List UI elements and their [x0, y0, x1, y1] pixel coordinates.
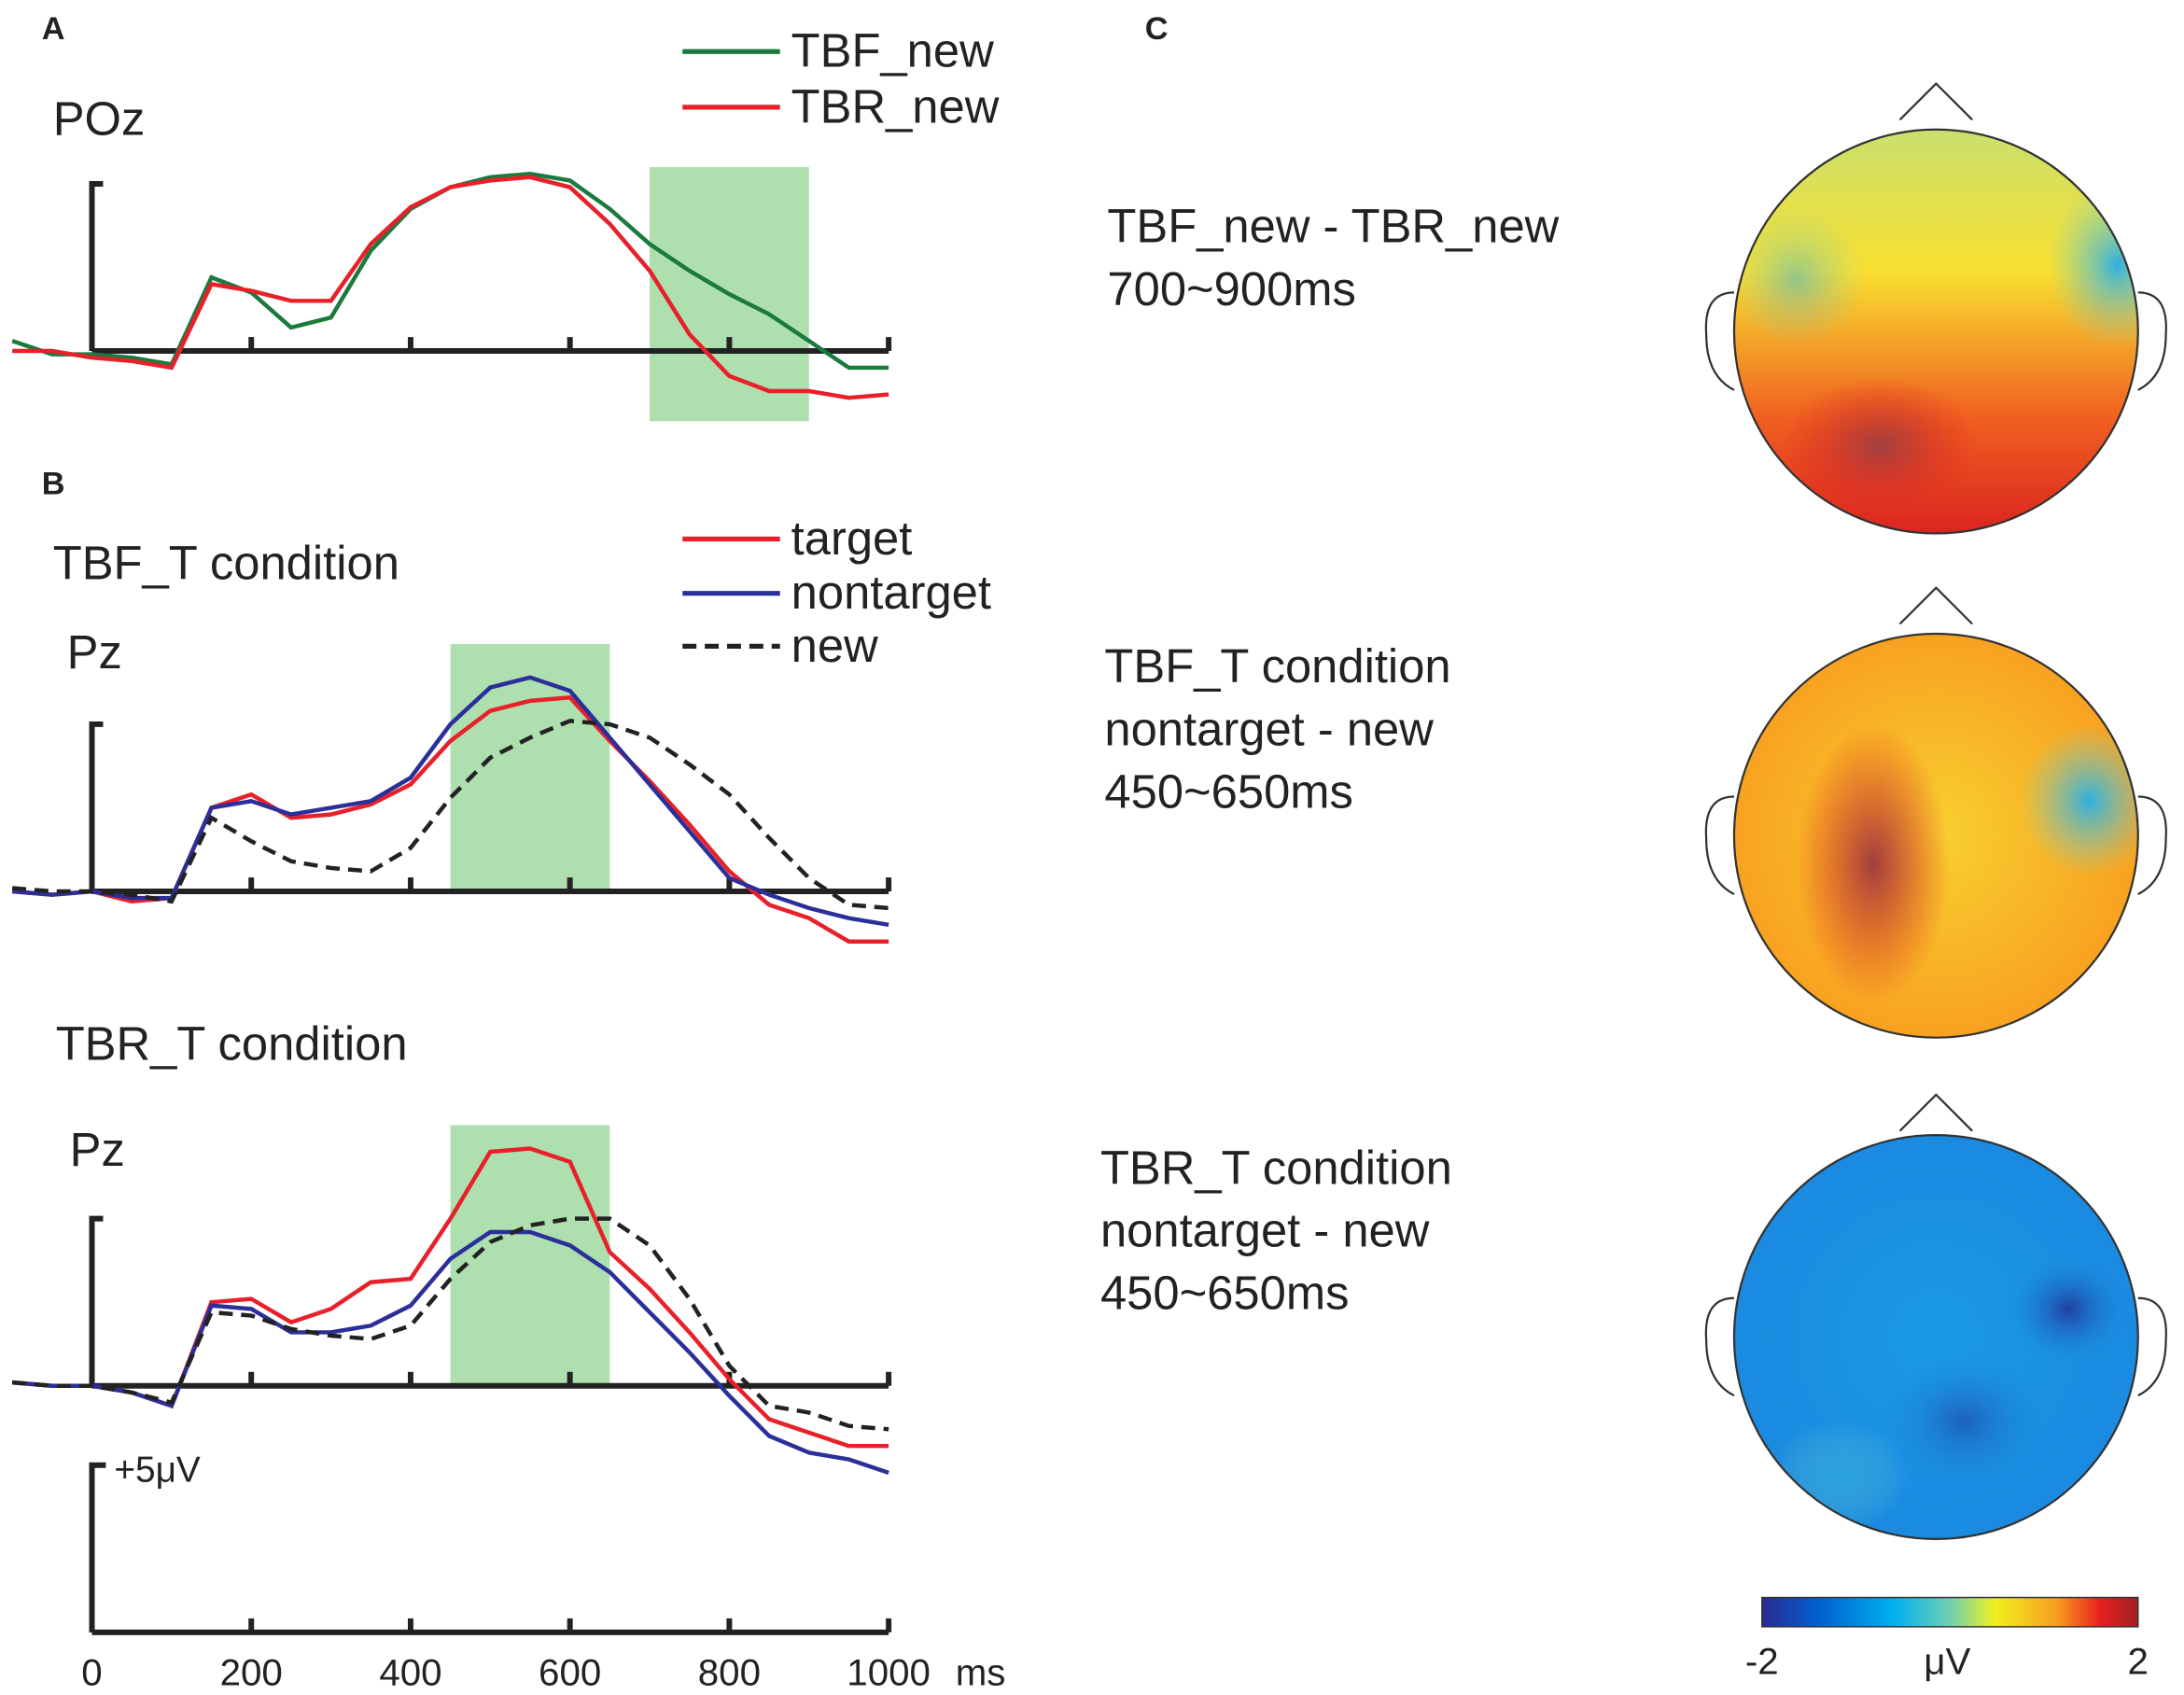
x-tick-label: 200 — [220, 1652, 283, 1694]
colorbar-tick-label: 2 — [2128, 1641, 2149, 1683]
topomap-caption: 450~650ms — [1104, 764, 1352, 818]
head-2 — [1704, 586, 2167, 1039]
highlight — [450, 643, 610, 892]
chart-title: POz — [53, 92, 146, 146]
topomap-caption: TBF_new - TBR_new — [1107, 200, 1559, 253]
colorbar-label: μV — [1924, 1641, 1970, 1683]
colorbar-tick-label: -2 — [1745, 1641, 1779, 1683]
chart-subtitle: TBF_T condition — [53, 537, 399, 590]
scale-bar — [89, 1462, 106, 1632]
scale-bar-label: +5μV — [114, 1450, 201, 1491]
x-axis-label: ms — [956, 1652, 1006, 1694]
series-line — [11, 1216, 889, 1432]
colorbar — [1761, 1596, 2139, 1628]
x-tick-label: 0 — [81, 1652, 102, 1694]
topomap-caption: TBR_T condition — [1100, 1141, 1452, 1194]
legend-label: TBR_new — [791, 79, 1000, 133]
legend-label: target — [791, 511, 913, 565]
legend-label: new — [791, 619, 878, 672]
panel-label: C — [1145, 11, 1169, 47]
legend-label: TBF_new — [791, 24, 994, 77]
topomap-caption: 450~650ms — [1100, 1267, 1349, 1320]
series-line — [11, 1229, 889, 1475]
head-1 — [1704, 81, 2167, 535]
chart-subtitle: TBR_T condition — [56, 1017, 408, 1071]
panel-label: A — [42, 11, 65, 47]
y-scale-bar — [89, 180, 104, 352]
series-line — [11, 719, 889, 911]
chart-title: Pz — [67, 625, 122, 679]
topomap-caption: 700~900ms — [1107, 262, 1355, 315]
topomap-caption: TBF_T condition — [1104, 639, 1450, 693]
head-3 — [1704, 1093, 2167, 1540]
topomap-caption: nontarget - new — [1104, 702, 1434, 755]
series-line — [12, 175, 889, 400]
topomap-caption: nontarget - new — [1100, 1204, 1430, 1257]
x-tick-label: 1000 — [847, 1652, 931, 1694]
legend-label: nontarget — [791, 566, 991, 619]
x-tick-label: 600 — [539, 1652, 601, 1694]
chart-title: Pz — [70, 1123, 125, 1176]
x-tick-label: 800 — [698, 1652, 761, 1694]
x-tick-label: 400 — [379, 1652, 441, 1694]
panel-label: B — [42, 467, 65, 502]
y-scale-bar — [89, 721, 104, 892]
y-scale-bar — [89, 1215, 104, 1386]
